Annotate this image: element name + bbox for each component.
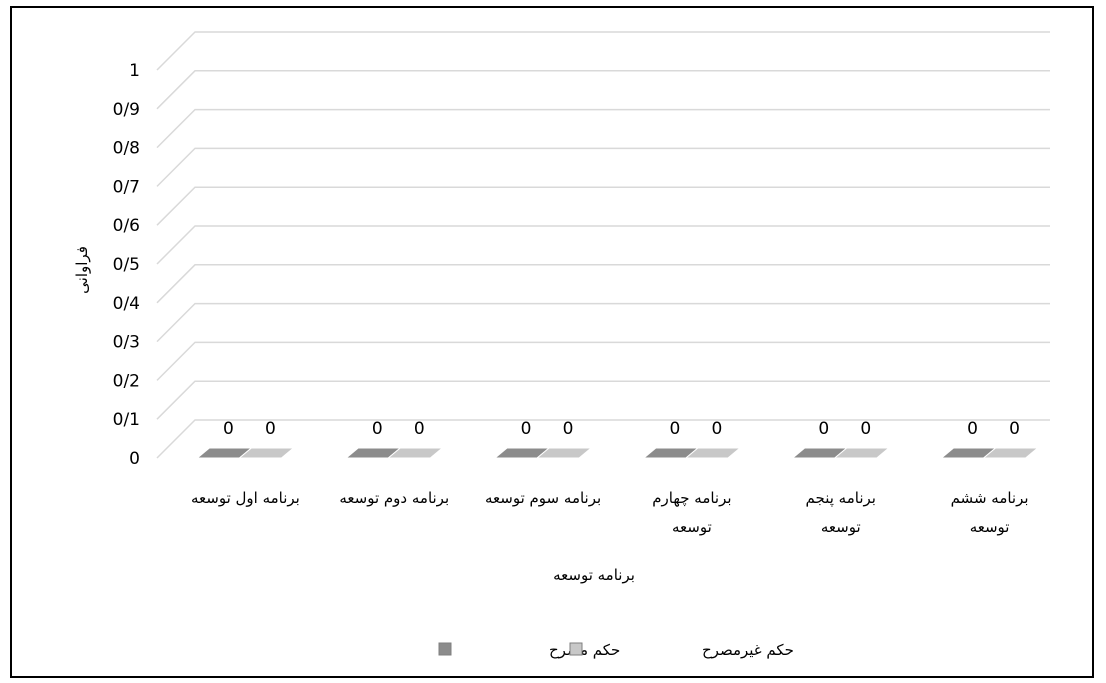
gridline: [157, 187, 1050, 225]
data-label: 0: [712, 419, 723, 439]
data-label: 0: [1009, 419, 1020, 439]
x-tick-label: توسعه: [970, 518, 1010, 536]
gridline: [157, 148, 1050, 186]
y-axis-title: فراوانی: [73, 246, 91, 294]
y-tick-label: 0/2: [113, 371, 140, 391]
y-tick-label: 0/4: [113, 294, 140, 314]
x-tick-label: توسعه: [821, 518, 861, 536]
gridline: [157, 342, 1050, 380]
y-tick-label: 0: [129, 449, 140, 469]
legend-label: حکم غیرمصرح: [702, 641, 794, 659]
y-tick-label: 0/9: [113, 100, 140, 120]
data-label: 0: [521, 419, 532, 439]
data-label: 0: [223, 419, 234, 439]
x-tick-label: برنامه پنجم: [806, 489, 876, 508]
chart-frame: 0 0/1 0/2 0/3 0/4 0/5 0/6 0/7 0/8 0/9 1 0 0 برنامه او…: [10, 6, 1094, 678]
x-tick-label: برنامه ششم: [951, 489, 1029, 507]
legend-swatch: [570, 643, 582, 655]
data-label: 0: [860, 419, 871, 439]
gridline: [157, 381, 1050, 419]
data-label: 0: [818, 419, 829, 439]
data-label: 0: [372, 419, 383, 439]
x-axis-title: برنامه توسعه: [553, 566, 635, 584]
gridline: [157, 304, 1050, 342]
legend-label: حکم مصرح: [549, 641, 620, 659]
chart-svg: 0 0/1 0/2 0/3 0/4 0/5 0/6 0/7 0/8 0/9 1 0 0 برنامه او…: [12, 8, 1092, 676]
legend-swatch: [439, 643, 451, 655]
x-tick-label: برنامه دوم توسعه: [339, 489, 449, 507]
x-tick-label: برنامه چهارم: [652, 489, 731, 507]
gridline: [157, 110, 1050, 148]
data-label: 0: [563, 419, 574, 439]
x-tick-label: توسعه: [672, 518, 712, 536]
gridline: [157, 71, 1050, 109]
x-tick-label: برنامه سوم توسعه: [485, 489, 601, 507]
data-label: 0: [967, 419, 978, 439]
y-tick-label: 0/1: [113, 410, 140, 430]
gridline: [157, 265, 1050, 303]
y-tick-label: 0/3: [113, 333, 140, 353]
data-label: 0: [414, 419, 425, 439]
y-tick-label: 0/6: [113, 216, 140, 236]
y-tick-label: 0/7: [113, 177, 140, 197]
gridline: [157, 32, 1050, 70]
y-tick-label: 0/5: [113, 255, 140, 275]
data-label: 0: [265, 419, 276, 439]
y-tick-label: 1: [129, 61, 140, 81]
gridline: [157, 420, 1050, 458]
gridline: [157, 226, 1050, 264]
y-tick-label: 0/8: [113, 139, 140, 159]
data-label: 0: [670, 419, 681, 439]
x-tick-label: برنامه اول توسعه: [191, 489, 300, 507]
